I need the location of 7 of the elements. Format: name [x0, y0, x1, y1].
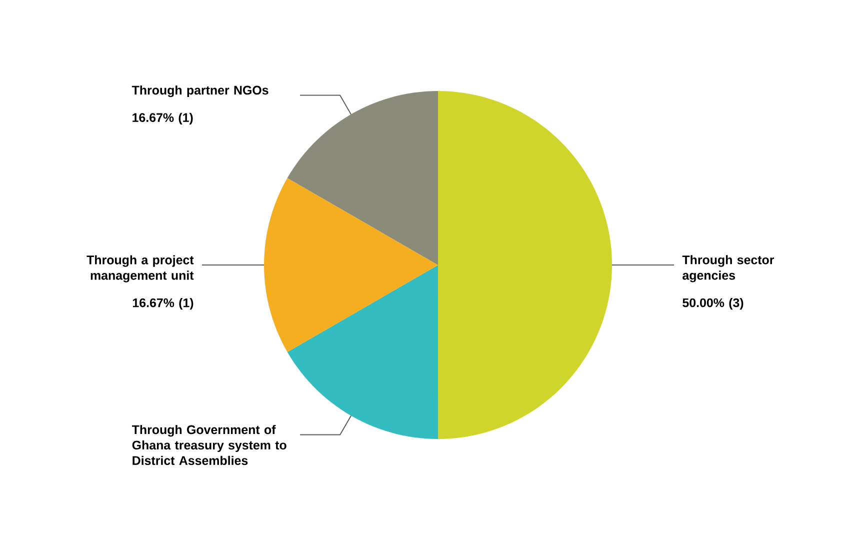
data-label: 16.67% (1) — [132, 298, 194, 310]
slice-label: Through partner NGOs — [132, 85, 268, 98]
slice-label: Through Government of Ghana treasury system to District Assemblies — [132, 424, 286, 465]
data-label: 50.00% (3) — [682, 298, 744, 310]
slice-label: Through a project management unit — [86, 255, 194, 282]
slice-label: Through sector agencies — [682, 255, 774, 282]
data-label: 16.67% (1) — [132, 112, 193, 124]
